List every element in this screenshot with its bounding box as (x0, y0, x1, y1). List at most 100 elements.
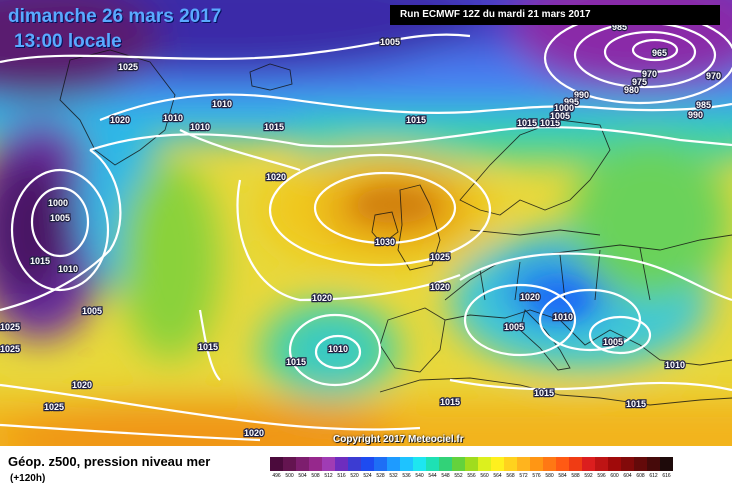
color-scale-label: 496 (272, 473, 281, 479)
color-scale-swatch (530, 457, 543, 471)
color-scale-label: 516 (337, 473, 346, 479)
color-scale-labels: 496 500 504 508 512 516 520 524 528 532 536 540 544 5… (270, 473, 673, 483)
isobar-label: 1010 (665, 360, 685, 370)
color-scale-label: 600 (610, 473, 619, 479)
isobar-label: 1025 (0, 322, 20, 332)
color-scale-legend: 496 500 504 508 512 516 520 524 528 532 536 540 544 5… (270, 457, 713, 484)
isobar-label: 1020 (110, 115, 130, 125)
isobar-label: 1015 (264, 122, 284, 132)
color-scale-label: 532 (389, 473, 398, 479)
color-scale-swatch (335, 457, 348, 471)
isobar-label: 995 (564, 97, 579, 107)
color-scale-swatch (608, 457, 621, 471)
color-scale-swatch (296, 457, 309, 471)
color-scale-label: 504 (298, 473, 307, 479)
isobar-label: 970 (642, 69, 657, 79)
color-scale-swatch (322, 457, 335, 471)
color-scale-label: 524 (363, 473, 372, 479)
color-scale-label: 608 (636, 473, 645, 479)
color-scale-swatch (400, 457, 413, 471)
color-scale-label: 568 (506, 473, 515, 479)
color-scale-label: 544 (428, 473, 437, 479)
isobar-label: 1015 (198, 342, 218, 352)
isobar-label: 980 (624, 85, 639, 95)
isobar-label: 985 (696, 100, 711, 110)
isobar-label: 1015 (406, 115, 426, 125)
isobar-label: 1000 (48, 198, 68, 208)
isobar-label: 1025 (430, 252, 450, 262)
forecast-time-title: 13:00 locale (14, 31, 122, 52)
color-scale-label: 588 (571, 473, 580, 479)
isobar-label: 1005 (380, 37, 400, 47)
forecast-date-title: dimanche 26 mars 2017 (8, 6, 222, 27)
color-scale-swatch (374, 457, 387, 471)
color-scale-label: 576 (532, 473, 541, 479)
color-scale-swatch (543, 457, 556, 471)
run-info-label: Run ECMWF 12Z du mardi 21 mars 2017 (390, 5, 720, 25)
isobar-label: 1010 (212, 99, 232, 109)
color-scale-bar (270, 457, 673, 471)
isobar-label: 990 (574, 90, 589, 100)
isobar-label: 1005 (550, 111, 570, 121)
color-scale-label: 540 (415, 473, 424, 479)
color-scale-swatch (348, 457, 361, 471)
color-scale-swatch (647, 457, 660, 471)
copyright-label: Copyright 2017 Meteociel.fr (333, 434, 464, 445)
isobar-label: 1015 (30, 256, 50, 266)
color-scale-label: 552 (454, 473, 463, 479)
isobar-label: 1000 (554, 103, 574, 113)
color-scale-label: 508 (311, 473, 320, 479)
color-scale-label: 560 (480, 473, 489, 479)
color-scale-swatch (660, 457, 673, 471)
color-scale-label: 616 (662, 473, 671, 479)
isobar-label: 1005 (504, 322, 524, 332)
isobar-label: 990 (688, 110, 703, 120)
isobar-label: 1025 (118, 62, 138, 72)
color-scale-swatch (361, 457, 374, 471)
isobar-label: 1030 (375, 237, 395, 247)
isobar-label: 1020 (520, 292, 540, 302)
color-scale-swatch (569, 457, 582, 471)
color-scale-swatch (465, 457, 478, 471)
color-scale-swatch (478, 457, 491, 471)
isobar-label: 1015 (540, 118, 560, 128)
isobar-label: 1020 (72, 380, 92, 390)
isobar-label: 1015 (626, 399, 646, 409)
color-scale-label: 592 (584, 473, 593, 479)
isobar-label: 1010 (163, 113, 183, 123)
isobar-label: 1020 (430, 282, 450, 292)
isobar-label: 1010 (328, 344, 348, 354)
color-scale-label: 548 (441, 473, 450, 479)
isobar-label: 1005 (82, 306, 102, 316)
color-scale-swatch (309, 457, 322, 471)
isobar-label: 1005 (603, 337, 623, 347)
color-scale-label: 580 (545, 473, 554, 479)
color-scale-swatch (491, 457, 504, 471)
isobars (0, 11, 732, 442)
color-scale-swatch (452, 457, 465, 471)
parameter-title: Géop. z500, pression niveau mer (8, 454, 211, 469)
color-scale-swatch (582, 457, 595, 471)
color-scale-label: 520 (350, 473, 359, 479)
color-scale-label: 564 (493, 473, 502, 479)
isobar-label: 970 (706, 71, 721, 81)
color-scale-swatch (504, 457, 517, 471)
color-scale-swatch (621, 457, 634, 471)
color-scale-swatch (387, 457, 400, 471)
isobar-label: 1020 (312, 293, 332, 303)
isobar-label: 1015 (517, 118, 537, 128)
color-scale-swatch (439, 457, 452, 471)
isobar-label: 1010 (553, 312, 573, 322)
isobar-label: 1010 (190, 122, 210, 132)
color-scale-swatch (556, 457, 569, 471)
isobar-label: 1020 (266, 172, 286, 182)
isobar-label: 1015 (286, 357, 306, 367)
color-scale-swatch (517, 457, 530, 471)
color-scale-label: 612 (649, 473, 658, 479)
color-scale-label: 584 (558, 473, 567, 479)
isobar-label: 1005 (50, 213, 70, 223)
color-scale-swatch (270, 457, 283, 471)
color-scale-swatch (634, 457, 647, 471)
color-scale-swatch (283, 457, 296, 471)
